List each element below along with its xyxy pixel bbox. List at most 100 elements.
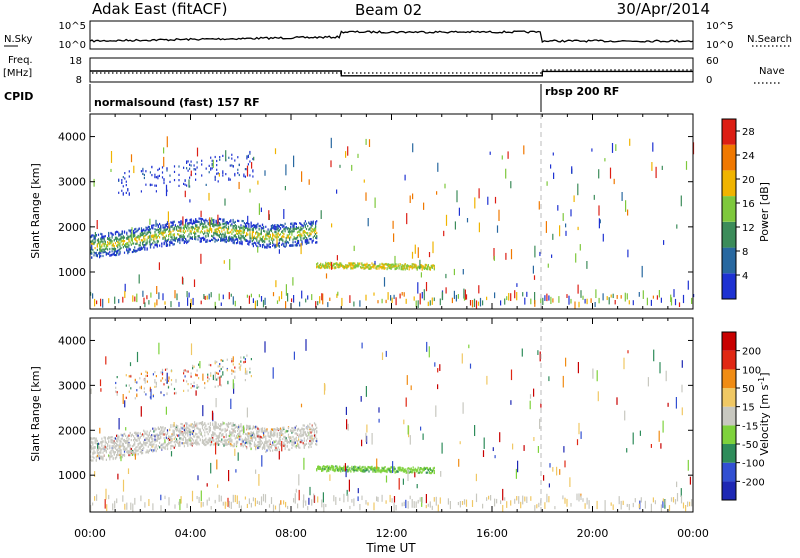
power-echo-cell (220, 224, 221, 226)
power-echo-cell (197, 235, 198, 237)
power-echo-cell (222, 223, 223, 225)
power-echo-cell (170, 239, 171, 241)
velocity-echo-cell (309, 431, 310, 433)
power-echo-cell (208, 193, 209, 201)
power-echo-cell (671, 297, 672, 305)
velocity-echo-cell (286, 437, 287, 439)
power-echo-cell (599, 218, 600, 228)
power-echo-cell (100, 255, 101, 257)
velocity-echo-cell (251, 375, 252, 377)
power-echo-cell (145, 227, 146, 229)
power-echo-cell (319, 296, 320, 303)
power-echo-cell (196, 229, 197, 231)
velocity-echo-cell (247, 441, 248, 443)
power-echo-cell (145, 170, 146, 172)
velocity-echo-cell (222, 421, 223, 423)
velocity-echo-cell (229, 501, 230, 508)
power-echo-cell (662, 166, 663, 170)
power-echo-cell (185, 226, 186, 228)
power-echo-cell (93, 242, 94, 244)
power-echo-cell (192, 228, 193, 230)
power-echo-cell (288, 227, 289, 229)
velocity-echo-cell (270, 432, 271, 434)
power-echo-cell (550, 297, 551, 304)
velocity-echo-cell (156, 428, 157, 430)
power-echo-cell (418, 247, 419, 258)
velocity-echo-cell (187, 443, 188, 445)
power-echo-cell (154, 228, 155, 230)
velocity-echo-cell (216, 398, 217, 407)
power-echo-cell (124, 172, 125, 174)
velocity-echo-cell (265, 451, 266, 453)
velocity-echo-cell (203, 443, 204, 445)
power-echo-cell (270, 242, 271, 244)
power-echo-cell (534, 246, 535, 258)
power-echo-cell (296, 237, 297, 239)
velocity-echo-cell (162, 443, 163, 445)
velocity-echo-cell (183, 372, 184, 374)
power-echo-cell (219, 156, 220, 158)
power-echo-cell (186, 240, 187, 242)
velocity-echo-cell (186, 429, 187, 431)
power-echo-cell (264, 170, 265, 176)
power-echo-cell (192, 226, 193, 228)
velocity-echo-cell (273, 442, 274, 444)
velocity-echo-cell (191, 423, 192, 425)
velocity-echo-cell (174, 388, 175, 390)
power-echo-cell (313, 221, 314, 223)
velocity-echo-cell (260, 436, 261, 438)
velocity-echo-cell (288, 427, 289, 429)
power-echo-cell (160, 230, 161, 232)
velocity-echo-cell (230, 399, 231, 409)
velocity-echo-cell (297, 445, 298, 447)
velocity-echo-cell (262, 428, 263, 430)
power-echo-cell (281, 291, 282, 299)
velocity-echo-cell (286, 440, 287, 442)
velocity-echo-cell (151, 441, 152, 443)
velocity-echo-cell (130, 362, 131, 366)
velocity-echo-cell (227, 502, 228, 506)
velocity-echo-cell (221, 375, 222, 377)
power-echo-cell (93, 235, 94, 237)
velocity-echo-cell (350, 470, 351, 472)
power-echo-cell (173, 221, 174, 223)
velocity-echo-cell (156, 440, 157, 442)
velocity-echo-cell (211, 443, 212, 445)
power-echo-cell (236, 225, 237, 227)
power-echo-cell (166, 167, 167, 169)
velocity-echo-cell (218, 435, 219, 437)
velocity-echo-cell (142, 444, 143, 446)
power-echo-cell (274, 227, 275, 229)
power-echo-cell (234, 229, 235, 231)
velocity-echo-cell (248, 432, 249, 434)
power-echo-cell (336, 190, 337, 194)
power-echo-cell (523, 145, 524, 154)
velocity-echo-cell (221, 359, 222, 361)
power-echo-cell (156, 234, 157, 236)
velocity-echo-cell (192, 430, 193, 432)
power-echo-cell (301, 291, 302, 299)
velocity-echo-cell (230, 443, 231, 445)
power-echo-cell (339, 165, 340, 168)
power-echo-cell (301, 171, 302, 182)
velocity-echo-cell (288, 430, 289, 432)
power-echo-cell (327, 302, 328, 307)
power-echo-cell (202, 218, 203, 220)
velocity-echo-cell (160, 391, 161, 393)
power-echo-cell (171, 222, 172, 224)
power-echo-cell (249, 151, 250, 153)
power-echo-cell (159, 232, 160, 234)
velocity-echo-cell (112, 449, 113, 451)
velocity-echo-cell (381, 467, 382, 469)
power-echo-cell (530, 299, 531, 305)
power-echo-cell (285, 230, 286, 232)
velocity-echo-cell (243, 441, 244, 443)
velocity-echo-cell (234, 424, 235, 426)
power-echo-cell (219, 224, 220, 226)
power-echo-cell (656, 167, 657, 178)
velocity-echo-cell (239, 430, 240, 432)
power-echo-cell (428, 264, 429, 266)
velocity-echo-cell (105, 489, 106, 500)
power-echo-cell (204, 238, 205, 240)
power-echo-cell (301, 234, 302, 236)
